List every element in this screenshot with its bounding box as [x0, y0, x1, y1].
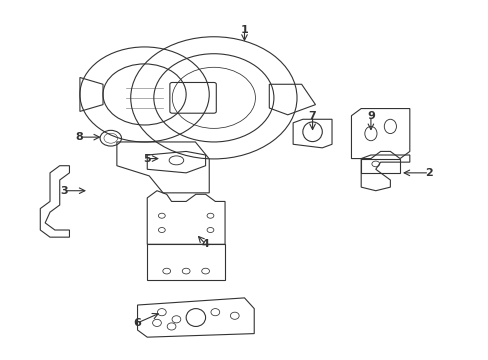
Text: 5: 5: [143, 154, 151, 163]
Text: 6: 6: [133, 318, 141, 328]
Text: 8: 8: [75, 132, 83, 142]
Text: 9: 9: [366, 111, 374, 121]
Text: 7: 7: [308, 111, 316, 121]
Text: 4: 4: [201, 239, 209, 249]
Text: 1: 1: [240, 25, 248, 35]
Text: 3: 3: [61, 186, 68, 196]
Text: 2: 2: [425, 168, 432, 178]
